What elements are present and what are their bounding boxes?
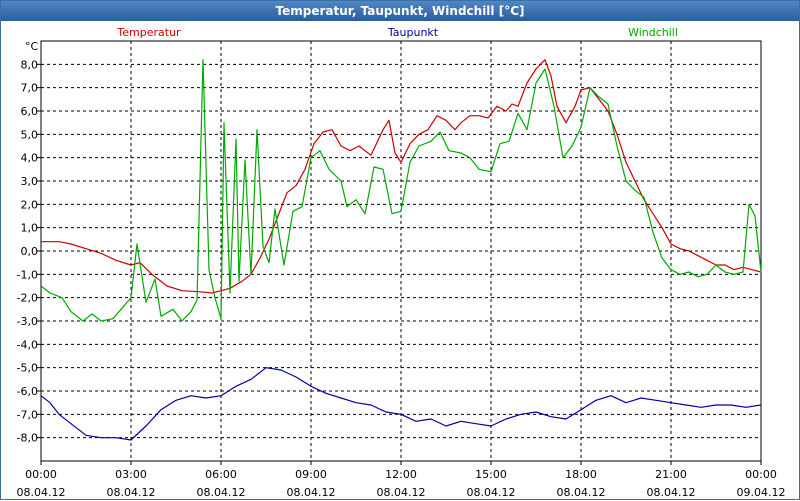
y-tick-label: 6,0 — [21, 105, 39, 118]
y-tick-label: -1,0 — [17, 268, 38, 281]
grid-lines — [41, 41, 761, 461]
series-lines — [40, 59, 762, 441]
x-tick-date: 08.04.12 — [377, 486, 426, 499]
x-tick-date: 08.04.12 — [287, 486, 336, 499]
y-tick-label: 3,0 — [21, 175, 39, 188]
chart-title: Temperatur, Taupunkt, Windchill [°C] — [1, 1, 799, 21]
legend-temperatur: Temperatur — [116, 26, 181, 39]
x-tick-time: 06:00 — [205, 468, 237, 481]
series-line-taupunkt — [40, 367, 762, 441]
series-line-temperatur — [41, 59, 762, 294]
y-tick-label: 5,0 — [21, 128, 39, 141]
x-tick-time: 21:00 — [655, 468, 687, 481]
x-tick-time: 03:00 — [115, 468, 147, 481]
x-tick-time: 00:00 — [745, 468, 777, 481]
y-axis-label: °C — [25, 40, 39, 53]
x-tick-date: 08.04.12 — [17, 486, 66, 499]
y-axis-ticks: 8,0 7,0 6,0 5,0 4,0 3,0 2,0 1,0 0,0 -1,0 -2,0 -3,0 -… — [17, 58, 41, 445]
y-tick-label: 0,0 — [21, 245, 39, 258]
y-tick-label: -6,0 — [17, 385, 38, 398]
y-tick-label: -3,0 — [17, 315, 38, 328]
x-tick-date: 08.04.12 — [197, 486, 246, 499]
legend-windchill: Windchill — [628, 26, 678, 39]
x-tick-time: 12:00 — [385, 468, 417, 481]
y-tick-label: 8,0 — [21, 58, 39, 71]
y-tick-label: -5,0 — [17, 362, 38, 375]
x-tick-date: 09.04.12 — [737, 486, 786, 499]
y-tick-label: -8,0 — [17, 432, 38, 445]
y-tick-label: -2,0 — [17, 292, 38, 305]
y-tick-label: 7,0 — [21, 82, 39, 95]
x-tick-time: 18:00 — [565, 468, 597, 481]
line-chart: °C Temperatur Taupunkt Windchill 8,0 7,0 6… — [17, 26, 786, 499]
x-tick-date: 08.04.12 — [107, 486, 156, 499]
y-tick-label: 1,0 — [21, 222, 39, 235]
series-line-windchill — [40, 59, 762, 322]
x-tick-date: 08.04.12 — [557, 486, 606, 499]
y-tick-label: 4,0 — [21, 152, 39, 165]
x-tick-date: 08.04.12 — [467, 486, 516, 499]
legend-taupunkt: Taupunkt — [387, 26, 439, 39]
x-tick-time: 15:00 — [475, 468, 507, 481]
y-tick-label: -7,0 — [17, 408, 38, 421]
x-tick-time: 09:00 — [295, 468, 327, 481]
x-tick-time: 00:00 — [25, 468, 57, 481]
y-tick-label: -4,0 — [17, 338, 38, 351]
x-tick-date: 08.04.12 — [647, 486, 696, 499]
y-tick-label: 2,0 — [21, 198, 39, 211]
x-axis-ticks: 00:00 08.04.12 03:00 08.04.12 06:00 08.04.12 0… — [17, 461, 786, 499]
